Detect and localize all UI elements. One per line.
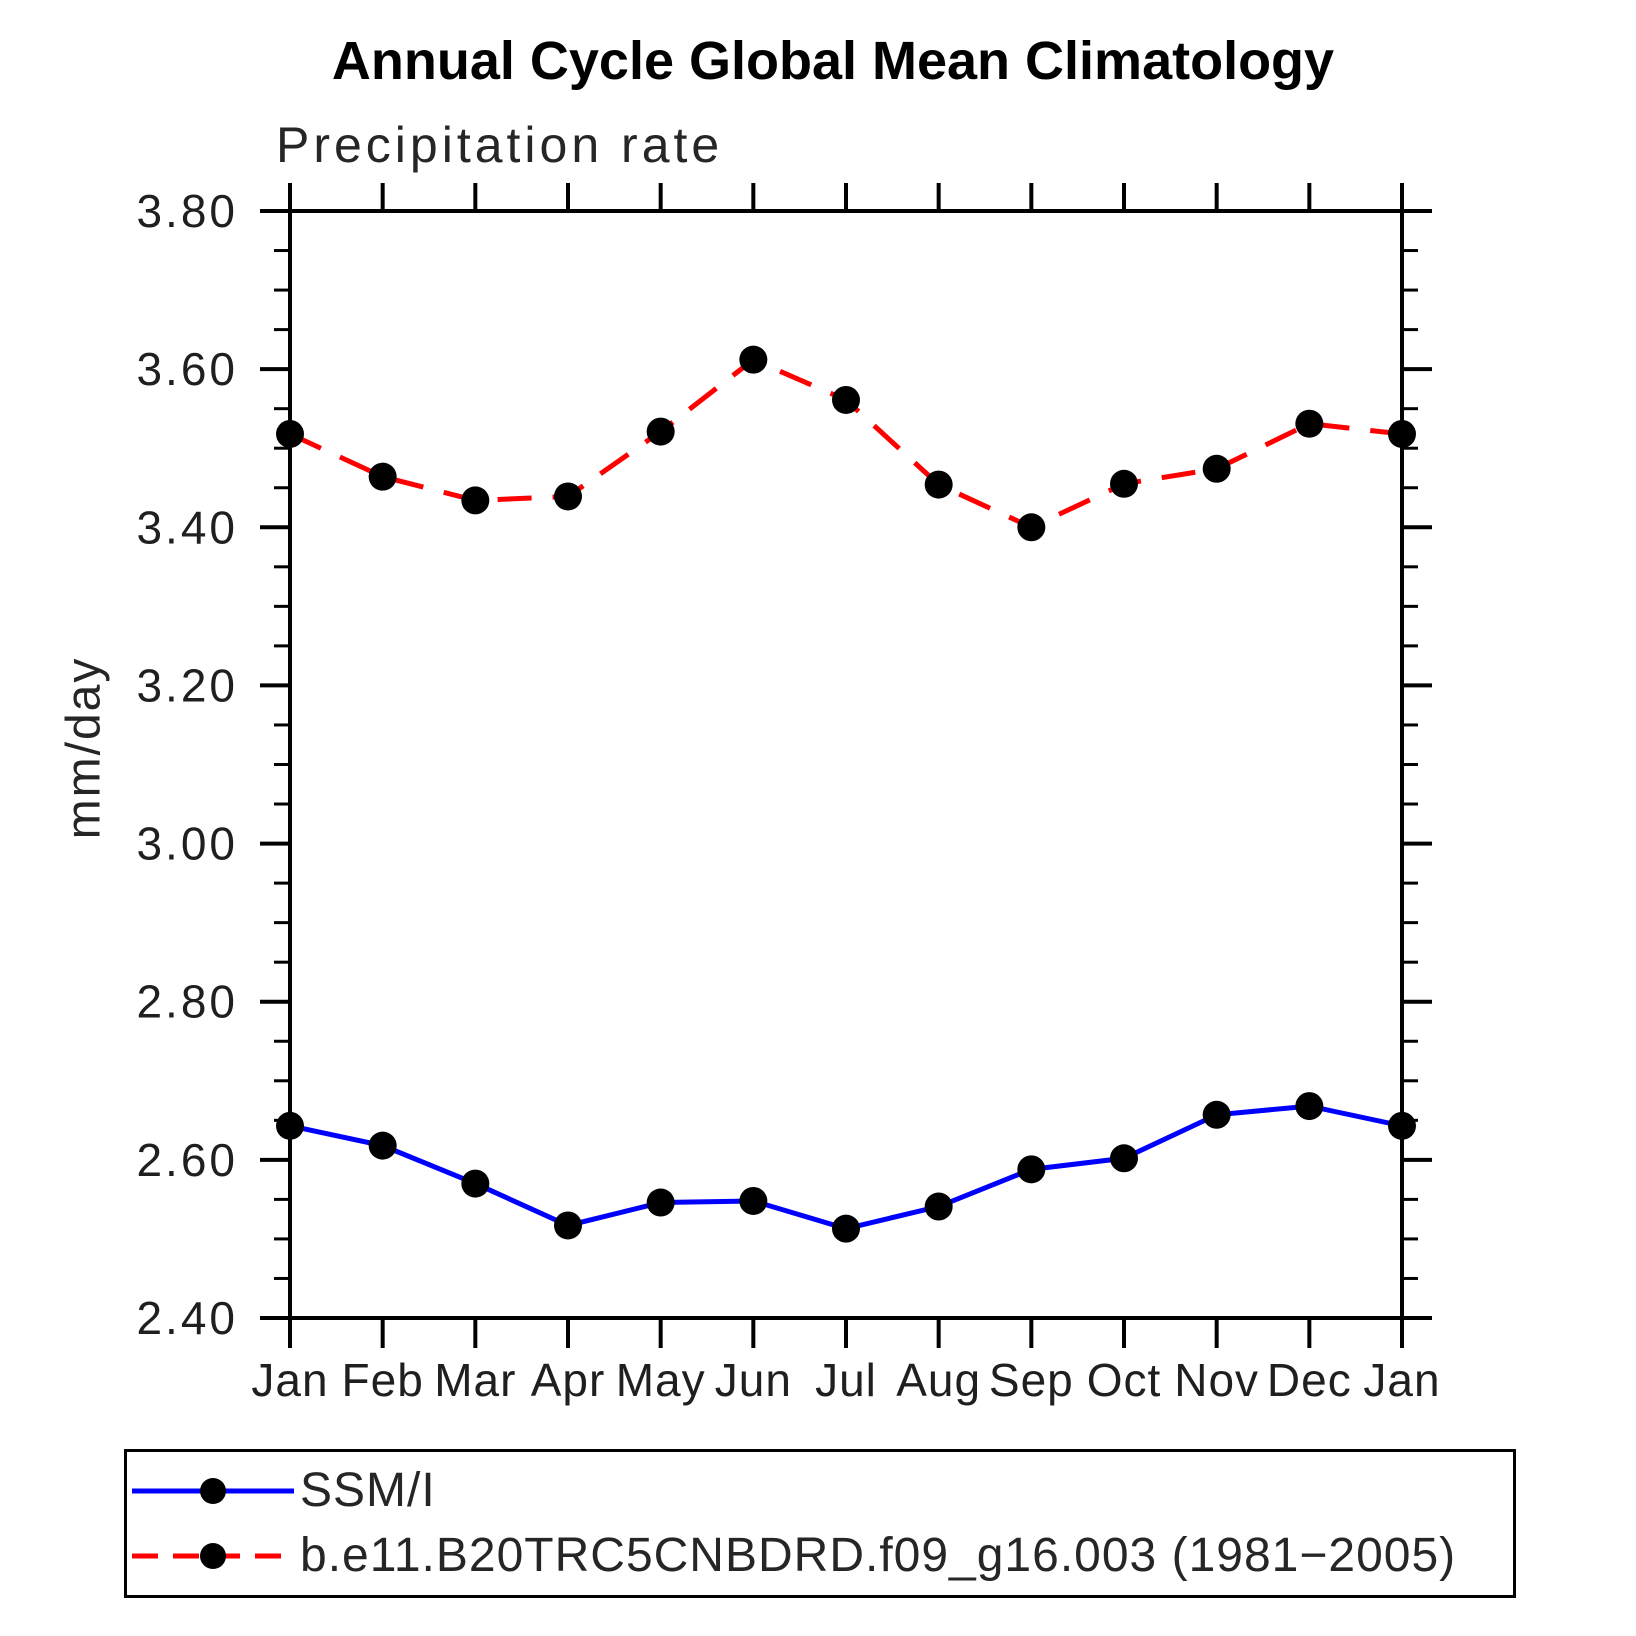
data-point-marker (1110, 1144, 1138, 1173)
legend-line-sample-ssmi (132, 1477, 294, 1504)
data-point-marker (368, 462, 397, 491)
legend-entry-ssmi: SSM/I (130, 1458, 1513, 1523)
chart-title: Annual Cycle Global Mean Climatology (331, 31, 1335, 91)
data-point-marker (1017, 1155, 1046, 1184)
y-tick-label: 2.40 (136, 1292, 238, 1344)
legend-entry-model: b.e11.B20TRC5CNBDRD.f09_g16.003 (1981−20… (130, 1523, 1513, 1588)
axes-frame (288, 209, 1404, 1320)
plot-area: 3.803.603.403.203.002.802.602.40 Jan Feb M… (136, 183, 1440, 1406)
x-tick-label: Sep (989, 1354, 1074, 1406)
data-point-marker (924, 470, 953, 499)
data-point-marker (1388, 419, 1416, 448)
y-axis-tick-labels: 3.80 3.60 3.40 3.20 3.00 2.80 2.60 2.40 (136, 185, 238, 1344)
data-point-marker (1110, 469, 1138, 498)
y-tick-label: 3.60 (136, 343, 238, 395)
data-series (276, 345, 1416, 1243)
data-point-marker (832, 385, 860, 414)
legend-line-sample-model (132, 1542, 294, 1569)
data-point-marker (1202, 454, 1231, 483)
series-line-ssmi (289, 1103, 1403, 1232)
y-tick-label: 2.80 (136, 976, 238, 1028)
data-point-marker (1388, 1111, 1416, 1140)
data-point-marker (646, 417, 675, 446)
y-axis-ticks (260, 209, 1432, 1320)
data-point-marker (461, 486, 490, 515)
data-point-marker (1202, 1100, 1231, 1129)
data-point-marker (276, 1111, 304, 1140)
legend-sample-marker (200, 1542, 226, 1569)
y-tick-label: 3.20 (136, 659, 238, 711)
data-point-marker (1295, 1092, 1324, 1121)
x-tick-label: Jun (715, 1354, 792, 1406)
x-tick-label: Oct (1087, 1354, 1162, 1406)
x-axis-ticks (288, 183, 1404, 1348)
y-tick-label: 3.40 (136, 501, 238, 553)
legend-box: SSM/I b.e11.B20TRC5CNBDRD.f09_g16.003 (1… (124, 1449, 1516, 1598)
legend-label-ssmi: SSM/I (300, 1464, 436, 1517)
y-tick-label: 3.00 (136, 818, 238, 870)
data-point-marker (554, 482, 582, 511)
data-point-marker (1017, 513, 1046, 542)
data-point-marker (832, 1214, 860, 1243)
data-point-marker (276, 419, 304, 448)
data-point-marker (646, 1188, 675, 1217)
data-point-marker (739, 345, 768, 374)
data-point-marker (368, 1131, 397, 1160)
x-tick-label: Aug (896, 1354, 981, 1406)
y-tick-label: 3.80 (136, 185, 238, 237)
y-tick-label: 2.60 (136, 1134, 238, 1186)
data-point-marker (739, 1186, 768, 1215)
legend-sample-marker (200, 1477, 226, 1504)
x-tick-label: Mar (434, 1354, 516, 1406)
legend-label-model: b.e11.B20TRC5CNBDRD.f09_g16.003 (1981−20… (300, 1529, 1457, 1582)
x-tick-label: Jan (251, 1354, 328, 1406)
series-line-model (288, 356, 1403, 531)
x-tick-label: Nov (1174, 1354, 1259, 1406)
x-tick-label: Jul (815, 1354, 877, 1406)
x-tick-label: Apr (531, 1354, 606, 1406)
axes-frame-rect (288, 209, 1404, 1320)
x-tick-label: May (616, 1354, 706, 1406)
data-point-marker (924, 1192, 953, 1221)
x-tick-label: Feb (342, 1354, 424, 1406)
chart-subtitle: Precipitation rate (276, 117, 724, 173)
x-axis-tick-labels: Jan Feb Mar Apr May Jun Jul Aug Sep Oct Nov Dec Jan (251, 1354, 1440, 1406)
x-tick-label: Dec (1267, 1354, 1352, 1406)
data-point-marker (554, 1211, 582, 1240)
data-point-marker (461, 1169, 490, 1198)
x-tick-label: Jan (1363, 1354, 1440, 1406)
data-point-marker (1295, 409, 1324, 438)
